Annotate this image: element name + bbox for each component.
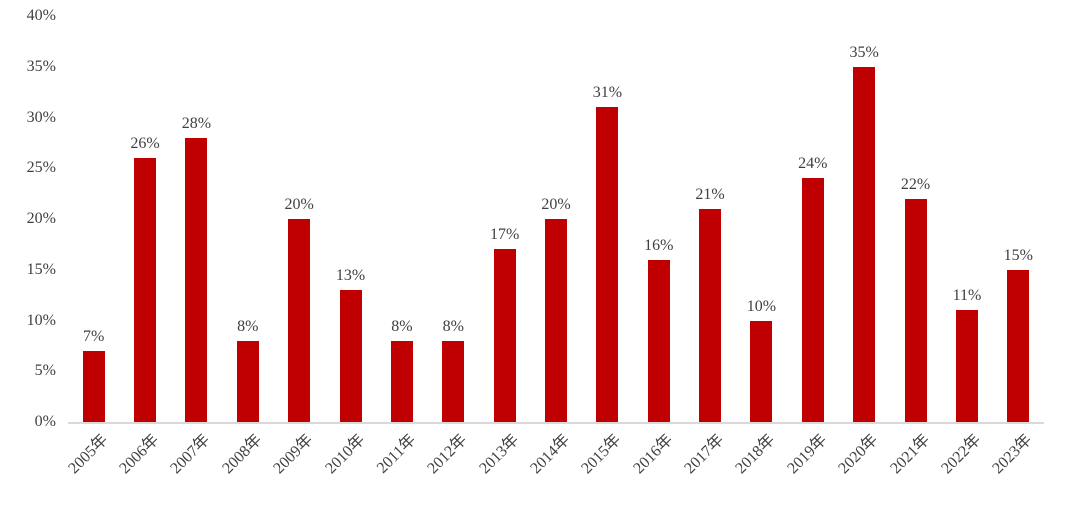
bar xyxy=(185,137,208,422)
bar xyxy=(82,350,105,422)
bar xyxy=(134,158,157,422)
bar-value-label: 20% xyxy=(541,196,571,213)
bar-value-label: 26% xyxy=(130,135,160,153)
y-tick-label: 20% xyxy=(26,210,56,227)
y-tick-label: 30% xyxy=(26,108,56,126)
bar xyxy=(750,320,773,422)
bar-value-label: 35% xyxy=(849,43,879,61)
bar-value-label: 16% xyxy=(644,236,674,254)
bar xyxy=(236,340,259,422)
bar-value-label: 11% xyxy=(952,287,982,305)
bar xyxy=(801,178,824,422)
bar xyxy=(596,107,619,422)
bar xyxy=(955,310,978,422)
bar xyxy=(1007,269,1030,422)
bar xyxy=(904,198,927,422)
bar-value-label: 13% xyxy=(335,267,366,285)
bar xyxy=(545,219,567,422)
bar-value-label: 22% xyxy=(900,175,931,193)
bar xyxy=(442,340,465,422)
plot-area: 7% 26% 28% 8% 20% 13% 8% 8% 17% 20% 31% 16% 21% 10% 24… xyxy=(68,16,1044,424)
bar xyxy=(647,259,670,422)
bar xyxy=(699,208,722,422)
y-axis: 40% 35% 30% 25% 20% 15% 10% 5% 0% xyxy=(0,8,56,430)
bar-value-label: 7% xyxy=(83,327,105,345)
y-tick-label: 5% xyxy=(34,362,56,380)
y-tick-label: 40% xyxy=(26,7,56,24)
bar-value-label: 21% xyxy=(695,185,725,203)
bar xyxy=(390,340,413,422)
bar-value-label: 8% xyxy=(237,317,259,335)
bar-value-label: 31% xyxy=(592,84,623,102)
y-tick-label: 25% xyxy=(26,159,56,177)
bar-value-label: 15% xyxy=(1003,246,1033,264)
x-axis: 2005年 2006年 2007年 2008年 2009年 2010年 2011年 2012年… xyxy=(65,430,1044,519)
bar xyxy=(339,290,362,422)
bar xyxy=(853,66,876,422)
y-tick-label: 15% xyxy=(26,260,56,278)
bar xyxy=(493,249,516,422)
bar-value-label: 8% xyxy=(391,317,413,335)
y-tick-label: 10% xyxy=(26,311,56,329)
bar-value-label: 17% xyxy=(489,226,520,244)
bar xyxy=(288,219,311,422)
bar-value-label: 28% xyxy=(181,114,212,132)
bar-value-label: 24% xyxy=(798,155,828,173)
bar-value-label: 8% xyxy=(442,317,464,335)
y-tick-label: 0% xyxy=(34,413,56,430)
bar-value-label: 20% xyxy=(284,196,314,213)
bar-value-label: 10% xyxy=(746,297,777,315)
y-tick-label: 35% xyxy=(26,57,56,75)
